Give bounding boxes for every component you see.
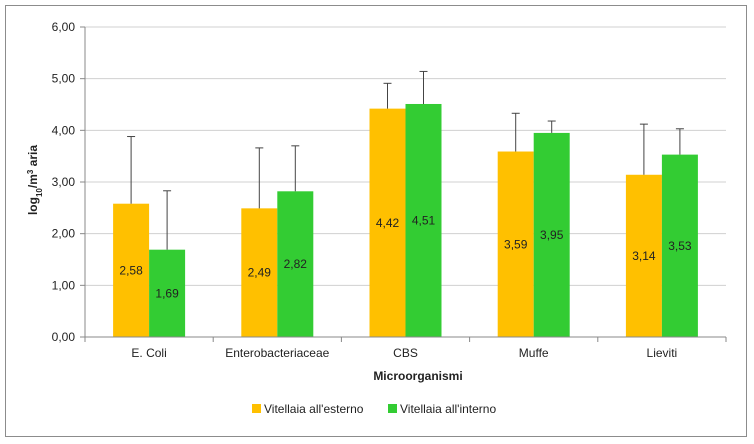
data-label: 3,95 bbox=[540, 228, 564, 242]
data-label: 3,14 bbox=[632, 249, 656, 263]
x-axis-title: Microorganismi bbox=[373, 369, 462, 383]
bar-esterno bbox=[113, 203, 150, 337]
x-tick-label: Enterobacteriaceae bbox=[225, 346, 329, 360]
y-tick-label: 6,00 bbox=[52, 20, 76, 34]
grid-lines bbox=[85, 26, 726, 286]
bar-esterno bbox=[241, 208, 278, 337]
bar-interno bbox=[661, 154, 698, 337]
legend-label-interno: Vitellaia all'interno bbox=[400, 402, 496, 416]
x-tick-label: Muffe bbox=[519, 346, 549, 360]
y-axis-title: log10/m3 aria bbox=[26, 145, 44, 215]
y-tick-label: 4,00 bbox=[52, 123, 76, 137]
data-label: 3,53 bbox=[668, 239, 692, 253]
bar-interno bbox=[405, 103, 442, 337]
legend-swatch-esterno bbox=[252, 404, 261, 413]
y-tick-label: 3,00 bbox=[52, 175, 76, 189]
data-label: 2,49 bbox=[248, 266, 272, 280]
axes: 0,00 1,00 2,00 3,00 4,00 5,00 6,00 E. Coli Enter… bbox=[52, 20, 727, 360]
data-labels: 2,58 2,49 4,42 3,59 3,14 1,69 2,82 4,51 3,95 3,53 bbox=[119, 213, 691, 300]
data-label: 3,59 bbox=[504, 237, 528, 251]
bar-esterno bbox=[369, 108, 406, 337]
data-label: 4,51 bbox=[412, 213, 436, 227]
bar-interno bbox=[533, 132, 570, 337]
bar-esterno bbox=[497, 151, 534, 337]
legend: Vitellaia all'esterno Vitellaia all'inte… bbox=[252, 402, 496, 416]
data-label: 2,58 bbox=[119, 263, 143, 277]
bars bbox=[113, 103, 698, 337]
x-tick-label: E. Coli bbox=[131, 346, 166, 360]
x-tick-label: CBS bbox=[393, 346, 418, 360]
y-tick-label: 0,00 bbox=[52, 330, 76, 344]
y-tick-label: 2,00 bbox=[52, 227, 76, 241]
error-bars bbox=[127, 70, 684, 250]
data-label: 2,82 bbox=[284, 257, 308, 271]
legend-swatch-interno bbox=[388, 404, 397, 413]
x-tick-label: Lieviti bbox=[647, 346, 678, 360]
y-tick-label: 1,00 bbox=[52, 278, 76, 292]
legend-label-esterno: Vitellaia all'esterno bbox=[264, 402, 364, 416]
data-label: 4,42 bbox=[376, 216, 400, 230]
data-label: 1,69 bbox=[155, 286, 179, 300]
bar-interno bbox=[277, 191, 314, 337]
bar-interno bbox=[149, 249, 186, 337]
y-tick-label: 5,00 bbox=[52, 72, 76, 86]
bar-esterno bbox=[625, 174, 662, 337]
